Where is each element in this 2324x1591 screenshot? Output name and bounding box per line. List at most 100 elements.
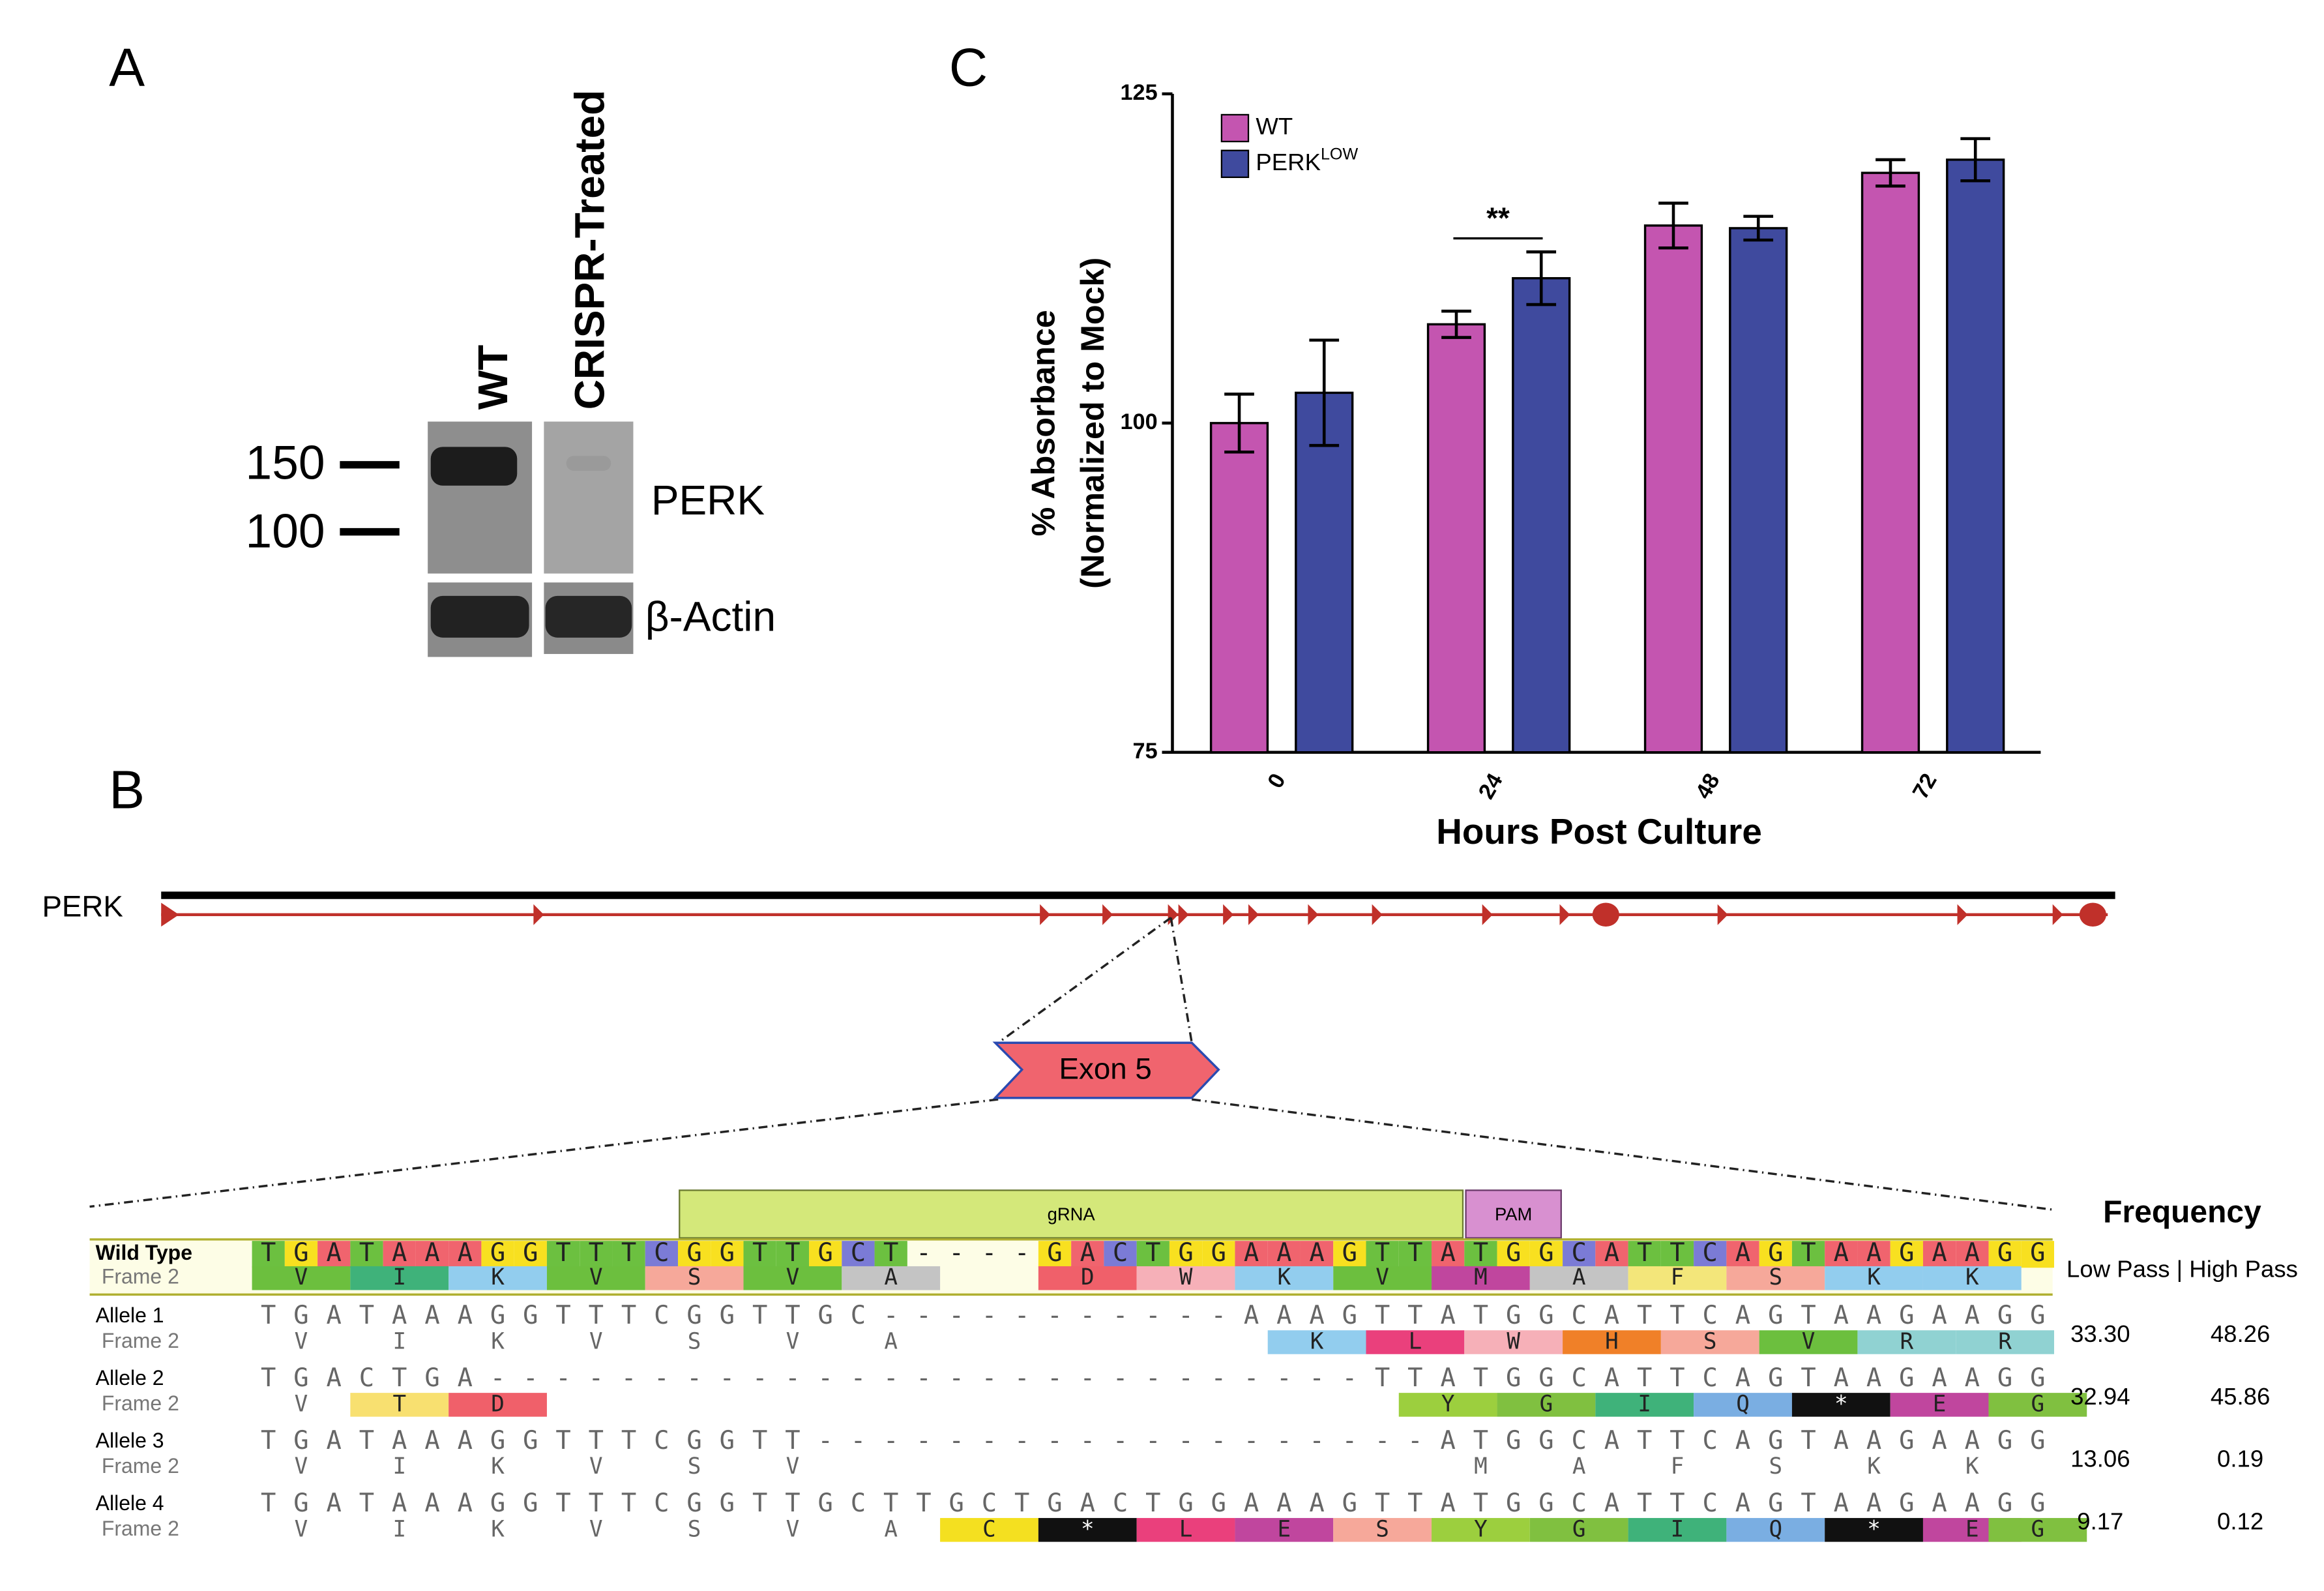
exon-mark (1592, 902, 1619, 927)
aa-box (1890, 1393, 1989, 1417)
aa-box (1726, 1266, 1825, 1290)
nt-box (481, 1241, 514, 1268)
nt-box (1235, 1241, 1268, 1268)
x-tick-label: 72 (1908, 769, 1942, 803)
nt-box (1038, 1241, 1072, 1268)
frame-label: Frame 2 (102, 1265, 179, 1288)
exon-mark (2052, 904, 2063, 925)
row-label: Allele 1 (96, 1303, 164, 1327)
nt-box (1791, 1241, 1825, 1268)
error-bar (1875, 158, 1905, 188)
aa-box (1595, 1393, 1694, 1417)
frame-sequence: V T D Y G I Q * E G (261, 1391, 2044, 1417)
bar (1643, 224, 1703, 754)
panel-label: A (109, 38, 145, 97)
exon-mark (1559, 904, 1570, 925)
aa-box (1628, 1266, 1727, 1290)
nt-box (1136, 1241, 1169, 1268)
frequency-low: 32.94 (2070, 1383, 2130, 1410)
aa-box (449, 1266, 547, 1290)
legend-superscript: LOW (1321, 145, 1359, 163)
exon-mark (1482, 904, 1493, 925)
error-bar (1224, 393, 1254, 454)
nt-box (1726, 1241, 1759, 1268)
band-label: PERK (651, 477, 765, 524)
nt-box (1169, 1241, 1203, 1268)
aa-box (1726, 1518, 1825, 1542)
exon-mark (2079, 902, 2106, 927)
x-tick-label: 24 (1474, 769, 1508, 803)
pam-box (1465, 1189, 1562, 1239)
exon-mark (1717, 904, 1728, 925)
aa-box (743, 1266, 842, 1290)
aa-box (1038, 1518, 1137, 1542)
nt-box (1595, 1241, 1628, 1268)
exon-mark (1248, 904, 1259, 925)
frame-sequence: V I K V S V A K L W H S V R R (261, 1328, 2044, 1354)
nt-box (1857, 1241, 1890, 1268)
row-label: Allele 3 (96, 1429, 164, 1452)
nt-box (1825, 1241, 1858, 1268)
row-label: Allele 4 (96, 1491, 164, 1515)
dna-sequence: TGATAAAGGTTTCGGTTGCT----GACTGGAAAGTTATGG… (261, 1238, 2046, 1268)
exon-label: Exon 5 (1059, 1052, 1152, 1086)
significance: ** (1486, 201, 1510, 235)
exon-arrow (992, 1041, 1220, 1099)
panel-label: C (949, 38, 988, 97)
frequency-header: Frequency (2103, 1195, 2261, 1230)
legend-label: PERKLOW (1256, 145, 1358, 175)
aa-box (1922, 1266, 2022, 1290)
aa-box (1791, 1393, 1890, 1417)
lane-label: WT (469, 345, 516, 409)
dna-sequence: TGACTGA---------------------------TTATGG… (261, 1363, 2046, 1393)
nt-box (1398, 1241, 1432, 1268)
bar (1946, 158, 2005, 754)
aa-box (1759, 1330, 1858, 1354)
blot-lane (544, 421, 634, 574)
grna-label: gRNA (1048, 1204, 1096, 1225)
y-tick-label: 100 (1120, 409, 1157, 434)
y-tick-label: 75 (1133, 739, 1158, 764)
aa-box (1366, 1330, 1465, 1354)
x-tick-label: 48 (1691, 769, 1725, 803)
error-bar (1658, 201, 1688, 250)
nt-box (1497, 1241, 1530, 1268)
dna-sequence: TGATAAAGGTTTCGGTTGCTTGCTGACTGGAAAGTTATGG… (261, 1489, 2046, 1518)
nt-box (874, 1241, 907, 1268)
frequency-subheader: Low Pass | High Pass (2067, 1255, 2298, 1282)
blot-band (545, 595, 632, 638)
nt-box (1563, 1241, 1596, 1268)
nt-box (2021, 1241, 2055, 1268)
frequency-high: 0.12 (2217, 1508, 2263, 1535)
aa-box (1857, 1330, 1956, 1354)
nt-box (449, 1241, 482, 1268)
exon-mark (1372, 904, 1383, 925)
blot-lane (428, 421, 533, 574)
aa-box (252, 1266, 351, 1290)
pam-label: PAM (1495, 1204, 1532, 1225)
exon-mark (161, 902, 179, 927)
aa-box (1497, 1393, 1596, 1417)
nt-box (1694, 1241, 1727, 1268)
x-tick-label: 0 (1263, 769, 1290, 793)
aa-box (1333, 1518, 1432, 1542)
nt-box (284, 1241, 318, 1268)
blot (340, 421, 634, 657)
aa-box (546, 1266, 645, 1290)
aa-box (1333, 1266, 1432, 1290)
nt-box (1890, 1241, 1923, 1268)
aa-box (1464, 1330, 1563, 1354)
aa-box (842, 1266, 941, 1290)
aa-box (1136, 1518, 1235, 1542)
nt-box (1628, 1241, 1661, 1268)
nt-box (677, 1241, 711, 1268)
aa-box (940, 1518, 1038, 1542)
row-label: Wild Type (96, 1241, 192, 1264)
aa-box (1529, 1266, 1628, 1290)
frequency-high: 0.19 (2217, 1446, 2263, 1472)
legend-label: WT (1256, 113, 1293, 140)
zoom-lines (89, 916, 2053, 1211)
blot-band (430, 595, 529, 638)
nt-box (383, 1241, 416, 1268)
